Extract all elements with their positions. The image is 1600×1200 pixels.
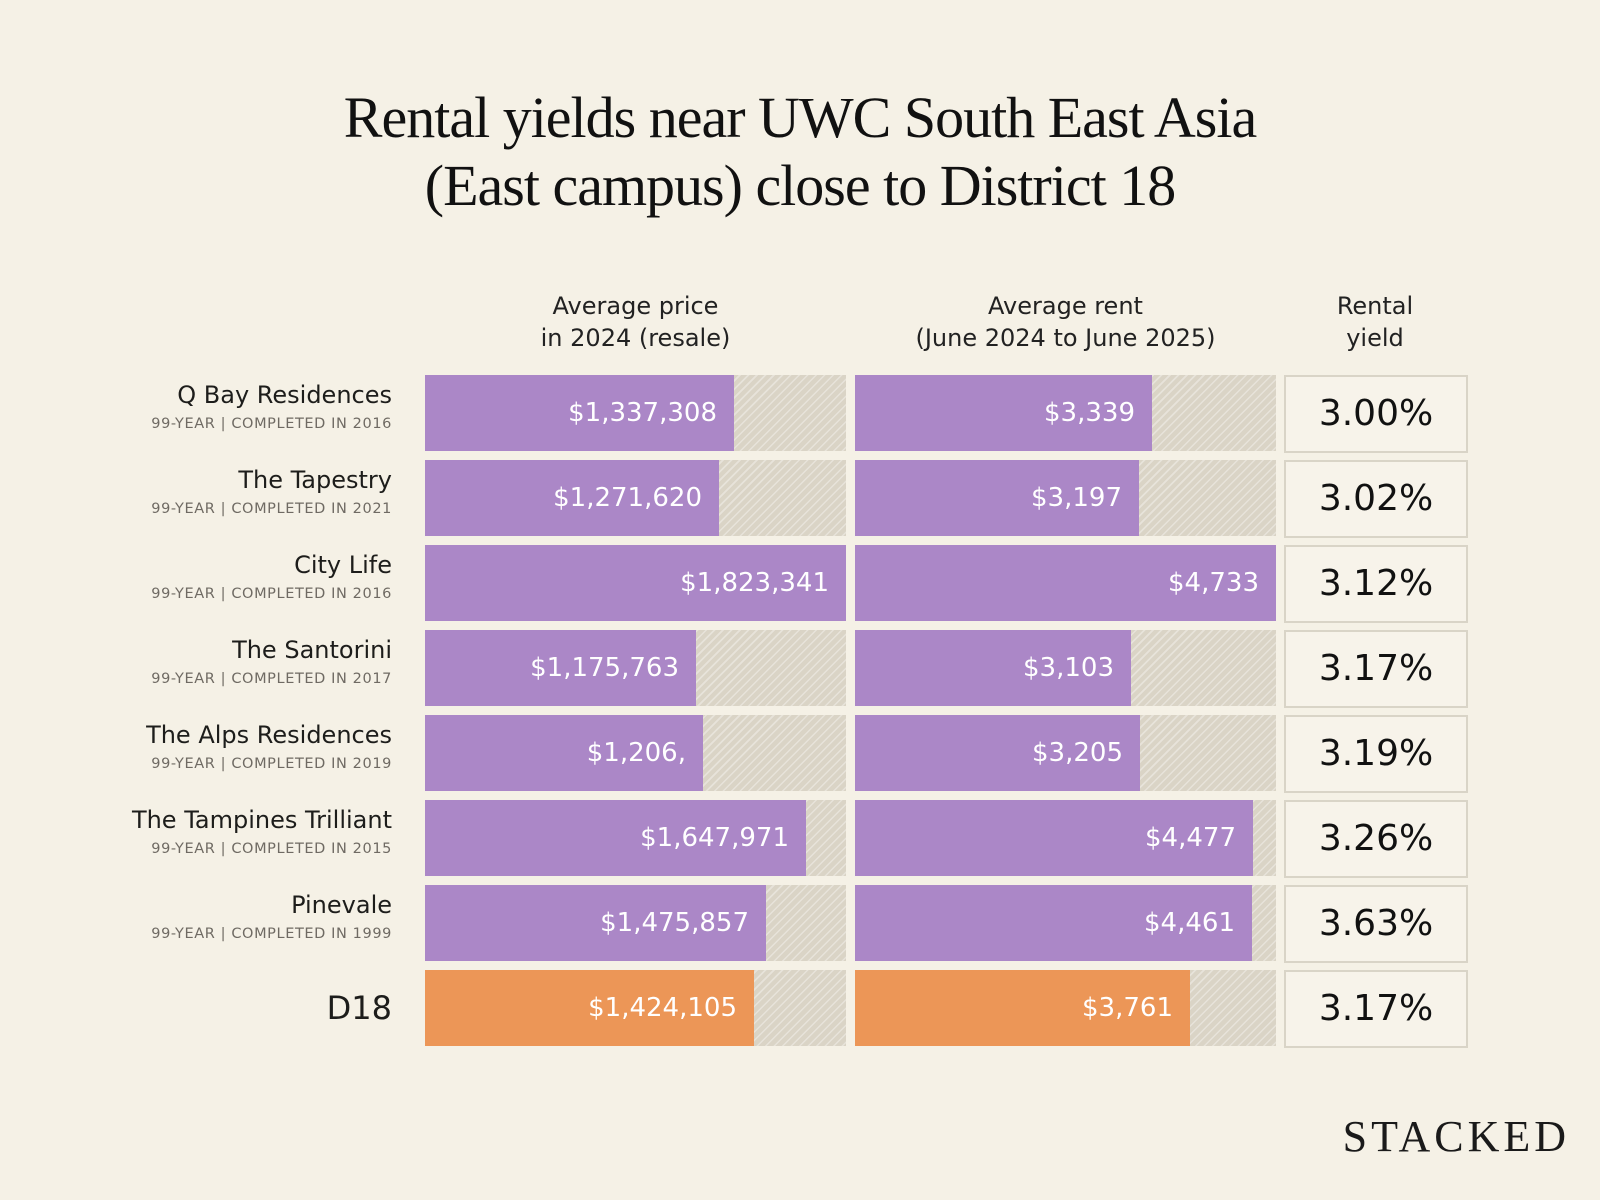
price-bar-track: $1,271,620 [425,460,846,536]
row-name: City Life [294,551,392,579]
row-subtitle: 99-YEAR | COMPLETED IN 2015 [151,841,392,857]
column-header-rent-line-1: Average rent [988,292,1143,320]
row-subtitle: 99-YEAR | COMPLETED IN 2016 [151,416,392,432]
row-name: The Tampines Trilliant [131,806,392,834]
row-name: The Alps Residences [146,721,392,749]
rent-bar-track: $4,733 [855,545,1276,621]
rental-yield-value: 3.26% [1284,800,1468,878]
price-bar-value-label: $1,424,105 [588,993,737,1023]
rent-bar [855,545,1276,621]
row-subtitle: 99-YEAR | COMPLETED IN 2016 [151,586,392,602]
price-bar-track: $1,823,341 [425,545,846,621]
row-subtitle: 99-YEAR | COMPLETED IN 1999 [151,926,392,942]
column-header-price-line-1: Average price [552,292,719,320]
rent-bar [855,800,1253,876]
row-name: D18 [326,989,392,1027]
price-bar [425,630,696,706]
column-header-price: Average price in 2024 (resale) [425,290,846,354]
rent-bar [855,375,1152,451]
row-subtitle: 99-YEAR | COMPLETED IN 2017 [151,671,392,687]
price-bar-track: $1,175,763 [425,630,846,706]
price-bar-value-label: $1,337,308 [568,398,717,428]
rent-bar-track: $4,477 [855,800,1276,876]
price-bar [425,545,846,621]
row-label: D18 [60,990,392,1026]
title-line-1: Rental yields near UWC South East Asia [343,85,1257,150]
price-bar [425,800,806,876]
price-bar-value-label: $1,475,857 [600,908,749,938]
rent-bar-value-label: $3,197 [1031,483,1122,513]
rent-bar-track: $3,205 [855,715,1276,791]
chart-title: Rental yields near UWC South East Asia (… [0,84,1600,220]
title-line-2: (East campus) close to District 18 [424,153,1176,218]
column-header-rent-line-2: (June 2024 to June 2025) [915,324,1216,352]
row-name: Q Bay Residences [177,381,392,409]
rental-yield-value: 3.00% [1284,375,1468,453]
rent-bar-track: $3,197 [855,460,1276,536]
price-bar-value-label: $1,647,971 [640,823,789,853]
row-label: Pinevale 99-YEAR | COMPLETED IN 1999 [60,891,392,943]
rent-bar-track: $3,339 [855,375,1276,451]
rental-yield-value: 3.17% [1284,970,1468,1048]
rent-bar-value-label: $3,103 [1023,653,1114,683]
price-bar [425,885,766,961]
price-bar-track: $1,206, [425,715,846,791]
rent-bar-value-label: $3,339 [1044,398,1135,428]
column-header-yield: Rental yield [1284,290,1466,354]
row-name: Pinevale [291,891,392,919]
column-header-price-line-2: in 2024 (resale) [540,324,731,352]
row-subtitle: 99-YEAR | COMPLETED IN 2021 [151,501,392,517]
rent-bar [855,630,1131,706]
row-label: The Alps Residences 99-YEAR | COMPLETED I… [60,721,392,773]
price-bar-value-label: $1,271,620 [553,483,702,513]
rent-bar-value-label: $3,761 [1082,993,1173,1023]
rental-yield-value: 3.19% [1284,715,1468,793]
rent-bar-value-label: $4,477 [1145,823,1236,853]
row-label: The Tapestry 99-YEAR | COMPLETED IN 2021 [60,466,392,518]
rent-bar-track: $3,761 [855,970,1276,1046]
price-bar-track: $1,475,857 [425,885,846,961]
rent-bar-value-label: $4,461 [1144,908,1235,938]
rent-bar [855,715,1140,791]
rent-bar-value-label: $3,205 [1032,738,1123,768]
column-header-yield-line-2: yield [1346,324,1404,352]
price-bar-track: $1,424,105 [425,970,846,1046]
price-bar-track: $1,647,971 [425,800,846,876]
rent-bar-value-label: $4,733 [1168,568,1259,598]
rental-yield-value: 3.17% [1284,630,1468,708]
price-bar [425,970,754,1046]
rental-yield-value: 3.63% [1284,885,1468,963]
brand-logo: STACKED [1342,1112,1570,1161]
column-header-yield-line-1: Rental [1336,292,1414,320]
row-name: The Tapestry [238,466,392,494]
rent-bar-track: $4,461 [855,885,1276,961]
row-label: City Life 99-YEAR | COMPLETED IN 2016 [60,551,392,603]
rent-bar-track: $3,103 [855,630,1276,706]
rental-yield-value: 3.12% [1284,545,1468,623]
row-label: The Tampines Trilliant 99-YEAR | COMPLETE… [60,806,392,858]
rent-bar [855,885,1252,961]
row-label: Q Bay Residences 99-YEAR | COMPLETED IN 2… [60,381,392,433]
price-bar-value-label: $1,206, [586,738,686,768]
price-bar-track: $1,337,308 [425,375,846,451]
column-header-rent: Average rent (June 2024 to June 2025) [855,290,1276,354]
price-bar [425,375,734,451]
price-bar [425,460,719,536]
rental-yield-value: 3.02% [1284,460,1468,538]
row-label: The Santorini 99-YEAR | COMPLETED IN 2017 [60,636,392,688]
price-bar-value-label: $1,823,341 [680,568,829,598]
rent-bar [855,460,1139,536]
rent-bar [855,970,1190,1046]
row-name: The Santorini [232,636,392,664]
price-bar [425,715,703,791]
row-subtitle: 99-YEAR | COMPLETED IN 2019 [151,756,392,772]
price-bar-value-label: $1,175,763 [530,653,679,683]
